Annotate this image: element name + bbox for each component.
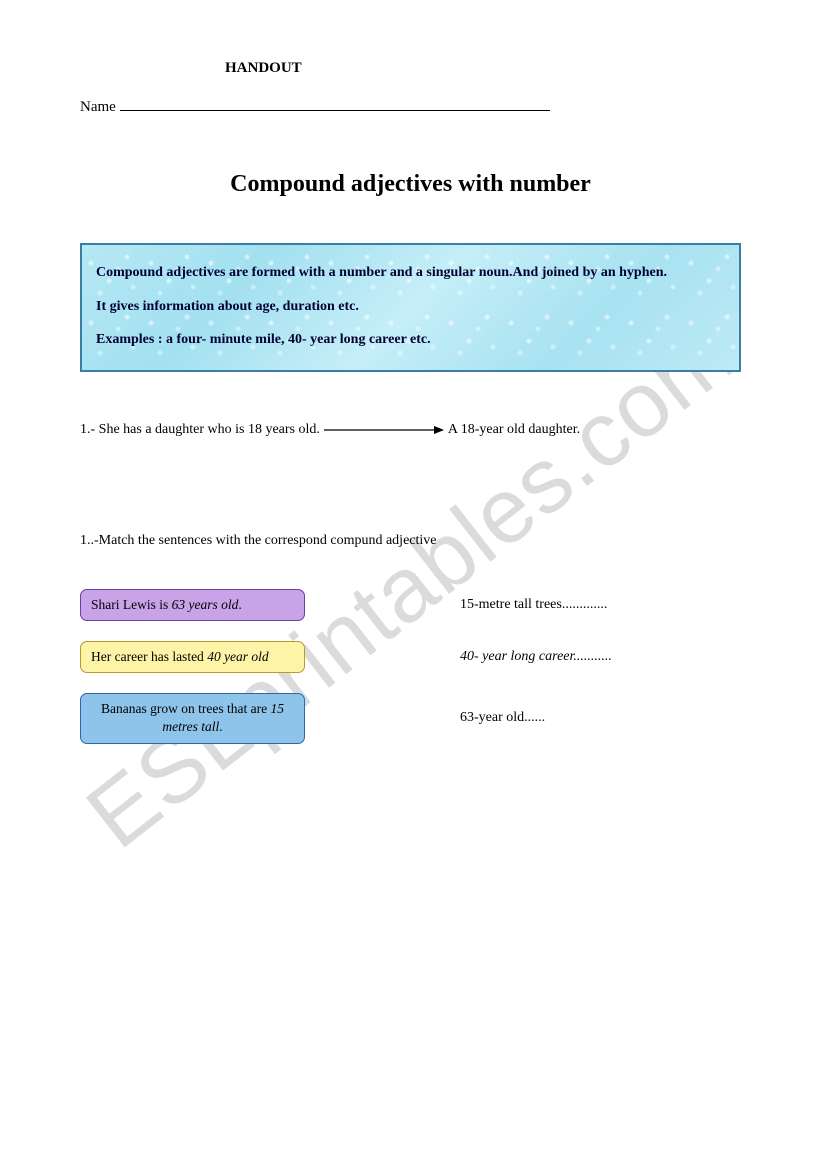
name-row: Name: [80, 97, 741, 116]
match-area: Shari Lewis is 63 years old. 15-metre tal…: [80, 589, 741, 744]
page-content: HANDOUT Name Compound adjectives with nu…: [0, 0, 821, 744]
match-answer-text: 63-year old......: [460, 710, 545, 726]
match-row: Her career has lasted 40 year old 40- yea…: [80, 641, 741, 673]
match-box: Shari Lewis is 63 years old.: [80, 589, 305, 621]
info-line-1: Compound adjectives are formed with a nu…: [96, 263, 725, 283]
instruction-text: 1..-Match the sentences with the corresp…: [80, 533, 741, 549]
info-box: Compound adjectives are formed with a nu…: [80, 243, 741, 372]
name-label: Name: [80, 99, 116, 116]
match-answer-text: 40- year long career...........: [460, 649, 612, 665]
arrow-right-icon: [324, 424, 444, 436]
main-title: Compound adjectives with number: [80, 171, 741, 198]
name-blank-line[interactable]: [120, 97, 550, 111]
example-right-text: A 18-year old daughter.: [448, 422, 580, 438]
match-answer-text: 15-metre tall trees.............: [460, 597, 607, 613]
match-box-prefix: Her career has lasted: [91, 649, 207, 664]
match-box-prefix: Shari Lewis is: [91, 597, 172, 612]
match-row: Bananas grow on trees that are 15 metres…: [80, 693, 741, 743]
match-box: Her career has lasted 40 year old: [80, 641, 305, 673]
match-box: Bananas grow on trees that are 15 metres…: [80, 693, 305, 743]
handout-label: HANDOUT: [225, 60, 741, 77]
match-box-prefix: Bananas grow on trees that are: [101, 701, 270, 716]
match-box-emphasis: 40 year old: [207, 649, 269, 664]
match-box-suffix: .: [219, 719, 222, 734]
info-line-3: Examples : a four- minute mile, 40- year…: [96, 330, 725, 350]
match-box-suffix: .: [238, 597, 241, 612]
match-row: Shari Lewis is 63 years old. 15-metre tal…: [80, 589, 741, 621]
example-row: 1.- She has a daughter who is 18 years o…: [80, 422, 741, 438]
example-left-text: 1.- She has a daughter who is 18 years o…: [80, 422, 320, 438]
match-box-emphasis: 63 years old: [172, 597, 239, 612]
info-line-2: It gives information about age, duration…: [96, 297, 725, 317]
